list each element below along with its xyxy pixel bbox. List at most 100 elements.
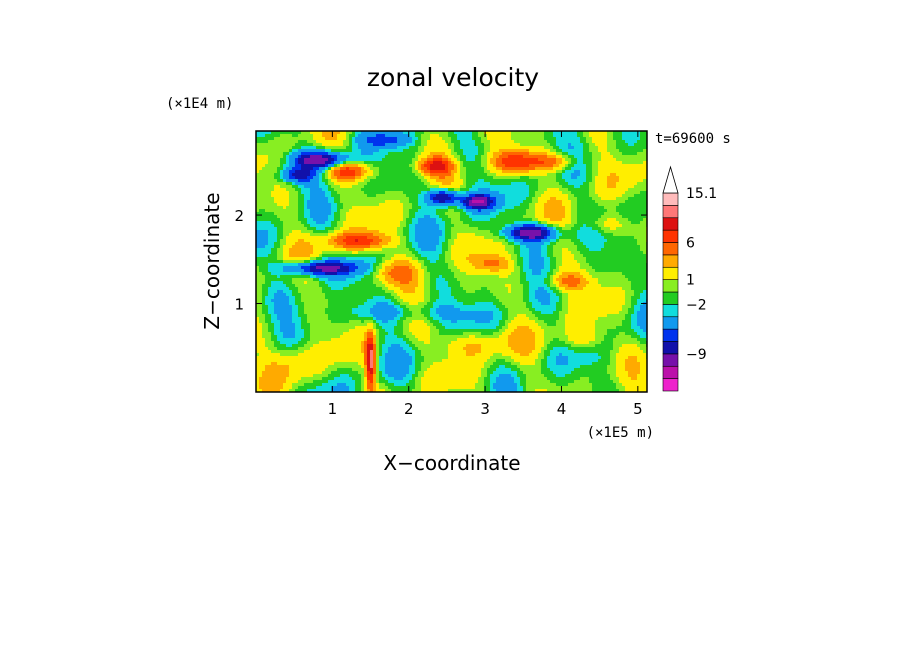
contour-cell bbox=[571, 164, 575, 168]
contour-cell bbox=[439, 209, 443, 213]
contour-cell bbox=[568, 155, 572, 159]
contour-cell bbox=[616, 206, 620, 210]
contour-cell bbox=[589, 149, 593, 153]
contour-cell bbox=[619, 191, 623, 195]
contour-cell bbox=[586, 233, 590, 237]
contour-cell bbox=[559, 194, 563, 198]
contour-cell bbox=[328, 143, 332, 147]
contour-cell bbox=[397, 158, 401, 162]
contour-cell bbox=[394, 242, 398, 246]
contour-cell bbox=[574, 176, 578, 180]
contour-cell bbox=[511, 155, 515, 159]
contour-cell bbox=[382, 209, 386, 213]
contour-cell bbox=[493, 233, 497, 237]
contour-cell bbox=[520, 233, 524, 237]
contour-cell bbox=[406, 203, 410, 207]
contour-cell bbox=[361, 242, 365, 246]
contour-cell bbox=[553, 164, 557, 168]
contour-cell bbox=[394, 224, 398, 228]
contour-cell bbox=[349, 233, 353, 237]
contour-cell bbox=[295, 218, 299, 222]
contour-cell bbox=[628, 164, 632, 168]
contour-cell bbox=[259, 227, 263, 231]
contour-cell bbox=[307, 149, 311, 153]
contour-cell bbox=[550, 152, 554, 156]
contour-cell bbox=[592, 191, 596, 195]
contour-cell bbox=[277, 164, 281, 168]
contour-cell bbox=[496, 182, 500, 186]
contour-cell bbox=[463, 161, 467, 165]
contour-cell bbox=[643, 137, 647, 141]
contour-cell bbox=[265, 191, 269, 195]
contour-cell bbox=[388, 155, 392, 159]
contour-cell bbox=[310, 218, 314, 222]
contour-cell bbox=[616, 155, 620, 159]
contour-cell bbox=[403, 233, 407, 237]
contour-cell bbox=[325, 152, 329, 156]
contour-cell bbox=[379, 200, 383, 204]
contour-cell bbox=[328, 182, 332, 186]
contour-cell bbox=[544, 209, 548, 213]
contour-cell bbox=[613, 179, 617, 183]
contour-cell bbox=[445, 164, 449, 168]
contour-cell bbox=[610, 215, 614, 219]
contour-cell bbox=[607, 179, 611, 183]
contour-cell bbox=[352, 134, 356, 138]
contour-cell bbox=[496, 140, 500, 144]
contour-cell bbox=[478, 230, 482, 234]
contour-cell bbox=[484, 146, 488, 150]
contour-cell bbox=[643, 143, 647, 147]
contour-cell bbox=[643, 149, 647, 153]
contour-cell bbox=[562, 188, 566, 192]
contour-cell bbox=[409, 155, 413, 159]
contour-cell bbox=[406, 215, 410, 219]
contour-cell bbox=[616, 149, 620, 153]
contour-cell bbox=[376, 224, 380, 228]
contour-cell bbox=[346, 215, 350, 219]
contour-cell bbox=[274, 206, 278, 210]
contour-cell bbox=[556, 182, 560, 186]
contour-cell bbox=[517, 134, 521, 138]
contour-cell bbox=[394, 185, 398, 189]
contour-cell bbox=[502, 227, 506, 231]
contour-cell bbox=[628, 140, 632, 144]
contour-cell bbox=[499, 137, 503, 141]
contour-cell bbox=[583, 131, 587, 135]
contour-cell bbox=[532, 194, 536, 198]
contour-cell bbox=[484, 176, 488, 180]
contour-cell bbox=[421, 134, 425, 138]
contour-cell bbox=[409, 179, 413, 183]
contour-cell bbox=[346, 140, 350, 144]
contour-cell bbox=[286, 137, 290, 141]
contour-cell bbox=[637, 242, 641, 246]
contour-cell bbox=[307, 185, 311, 189]
contour-cell bbox=[367, 143, 371, 147]
contour-cell bbox=[337, 164, 341, 168]
contour-cell bbox=[499, 161, 503, 165]
contour-cell bbox=[532, 212, 536, 216]
contour-cell bbox=[370, 167, 374, 171]
contour-cell bbox=[484, 164, 488, 168]
contour-cell bbox=[427, 188, 431, 192]
contour-cell bbox=[508, 161, 512, 165]
contour-cell bbox=[322, 233, 326, 237]
contour-cell bbox=[328, 149, 332, 153]
contour-cell bbox=[436, 218, 440, 222]
contour-cell bbox=[643, 176, 647, 180]
contour-cell bbox=[418, 146, 422, 150]
contour-cell bbox=[589, 224, 593, 228]
contour-cell bbox=[442, 206, 446, 210]
contour-cell bbox=[376, 227, 380, 231]
contour-cell bbox=[619, 176, 623, 180]
contour-cell bbox=[433, 131, 437, 135]
contour-cell bbox=[337, 134, 341, 138]
contour-cell bbox=[433, 191, 437, 195]
contour-cell bbox=[559, 236, 563, 240]
contour-cell bbox=[376, 236, 380, 240]
contour-cell bbox=[499, 203, 503, 207]
contour-cell bbox=[475, 164, 479, 168]
contour-cell bbox=[346, 167, 350, 171]
contour-cell bbox=[487, 140, 491, 144]
contour-cell bbox=[412, 194, 416, 198]
contour-cell bbox=[274, 179, 278, 183]
